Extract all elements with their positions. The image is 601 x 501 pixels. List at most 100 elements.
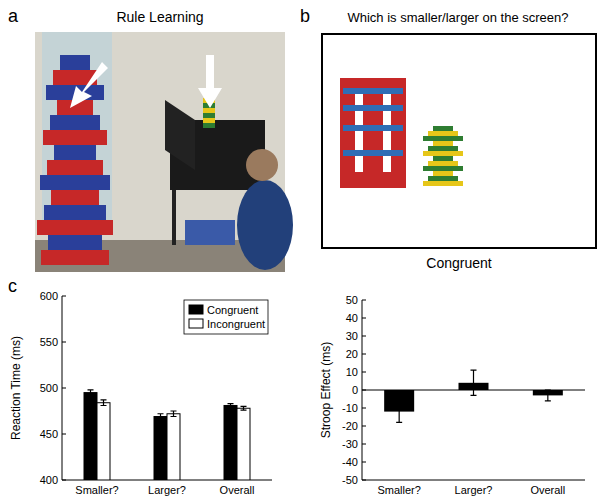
error-bar: [88, 390, 94, 396]
photo: [35, 32, 293, 272]
lego-brick: [43, 130, 107, 145]
cart-leg: [172, 190, 176, 245]
small-tower: [428, 161, 458, 166]
y-tick: [62, 434, 66, 435]
chart: 400450500550600Reaction Time (ms)Smaller…: [9, 290, 272, 496]
person-head: [246, 149, 278, 181]
tower-gap: [383, 92, 391, 172]
y-tick: [362, 354, 366, 355]
lego-brick: [47, 160, 103, 175]
legend-swatch: [189, 319, 203, 328]
small-tower: [203, 113, 215, 118]
error-bar: [158, 414, 164, 420]
tower-brick: [343, 105, 403, 111]
y-tick-label: 40: [346, 312, 358, 324]
y-tick-label: -30: [342, 438, 358, 450]
x-axis: [362, 480, 585, 481]
y-tick: [362, 300, 366, 301]
y-tick: [62, 480, 66, 481]
lego-brick: [50, 115, 100, 130]
y-tick-label: 500: [40, 382, 58, 394]
small-tower: [428, 146, 458, 151]
caption: Congruent: [426, 255, 491, 271]
tower-brick: [343, 150, 403, 156]
small-tower: [433, 156, 453, 161]
small-tower: [433, 171, 453, 176]
bar: [167, 414, 180, 480]
y-tick-label: 10: [346, 366, 358, 378]
small-tower: [203, 108, 215, 113]
y-axis-label: Stroop Effect (ms): [319, 342, 333, 438]
panel-label: b: [300, 6, 310, 26]
small-tower: [203, 118, 215, 123]
error-bar: [101, 400, 107, 406]
marks: [84, 390, 250, 480]
small-tower: [433, 126, 453, 131]
error-bar: [545, 390, 551, 401]
x-tick-label: Overall: [220, 484, 255, 496]
error-bar: [471, 370, 477, 395]
legend-swatch: [189, 305, 203, 314]
legend-box: [184, 300, 268, 334]
tower-gap: [355, 92, 363, 172]
error-bar: [228, 404, 234, 408]
zero-line: [362, 390, 585, 391]
legend-label: Incongruent: [207, 318, 265, 330]
arrow: [70, 62, 108, 108]
lego-brick: [37, 220, 113, 235]
y-tick: [362, 462, 366, 463]
small-tower: [423, 181, 463, 186]
x-tick-label: Larger?: [455, 484, 493, 496]
cart-side: [165, 100, 195, 170]
lego-brick: [60, 55, 90, 70]
lego-brick: [41, 250, 109, 265]
error-bar: [241, 406, 247, 410]
small-tower: [433, 141, 453, 146]
screen: [322, 34, 596, 248]
y-tick: [362, 336, 366, 337]
marks: [384, 370, 563, 422]
lego-brick: [44, 205, 106, 220]
person: [237, 180, 293, 270]
y-tick-label: 450: [40, 428, 58, 440]
y-tick-label: 30: [346, 330, 358, 342]
door: [42, 32, 112, 232]
x-tick-label: Smaller?: [377, 484, 420, 496]
y-tick: [362, 408, 366, 409]
y-tick-label: 50: [346, 294, 358, 306]
panel-label: c: [8, 276, 17, 296]
bar: [237, 408, 250, 480]
panel-label: a: [8, 6, 19, 26]
lego-brick: [51, 190, 99, 205]
figure: a Rule Learning b Which is smaller/larger o…: [0, 0, 601, 501]
y-tick: [62, 342, 66, 343]
panel-title: Rule Learning: [116, 9, 203, 25]
small-tower: [428, 131, 458, 136]
bar: [97, 403, 110, 480]
panel-title: Which is smaller/larger on the screen?: [347, 10, 568, 25]
lego-brick: [54, 145, 96, 160]
small-tower: [423, 166, 463, 171]
x-tick-label: Larger?: [148, 484, 186, 496]
y-tick-label: -10: [342, 402, 358, 414]
box: [185, 220, 235, 245]
lego-brick: [40, 175, 110, 190]
bar: [84, 393, 97, 480]
error-bar: [396, 401, 402, 423]
y-tick-label: -20: [342, 420, 358, 432]
x-tick-label: Smaller?: [75, 484, 118, 496]
small-tower: [423, 136, 463, 141]
y-tick: [62, 388, 66, 389]
y-tick: [362, 372, 366, 373]
small-tower: [428, 176, 458, 181]
y-axis-label: Reaction Time (ms): [9, 336, 23, 440]
y-tick: [362, 444, 366, 445]
y-tick-label: 550: [40, 336, 58, 348]
bar: [224, 405, 237, 480]
lego-brick: [48, 235, 102, 250]
y-tick-label: -40: [342, 456, 358, 468]
y-tick-label: 20: [346, 348, 358, 360]
legend: CongruentIncongruent: [184, 300, 268, 334]
y-tick-label: 600: [40, 290, 58, 302]
bar: [154, 417, 167, 480]
